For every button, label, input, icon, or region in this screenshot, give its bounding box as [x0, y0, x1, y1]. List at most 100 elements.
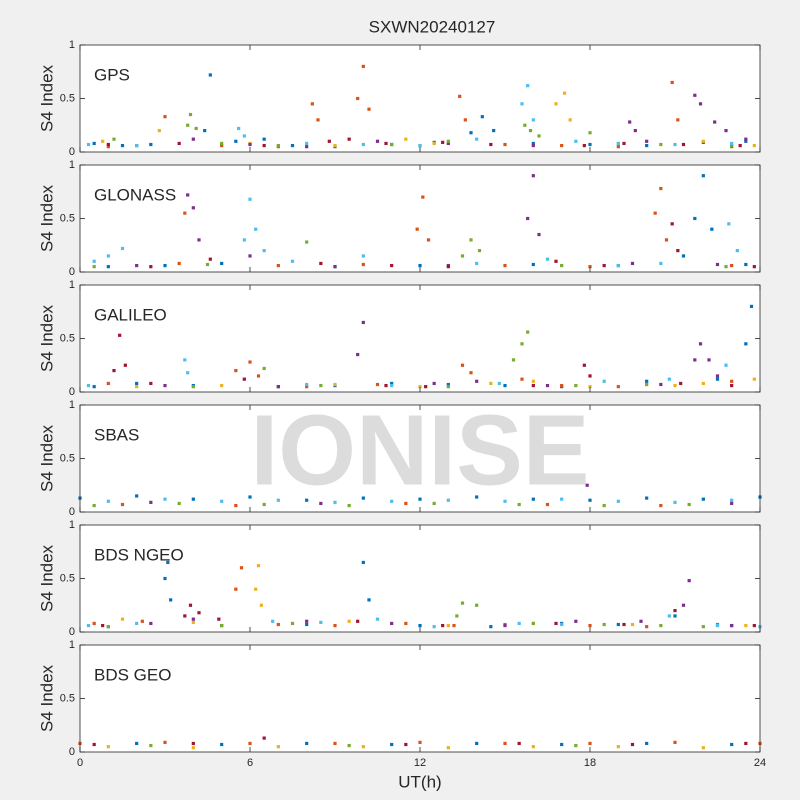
point: [333, 741, 337, 746]
point: [679, 381, 683, 386]
point: [698, 342, 703, 346]
point: [390, 621, 394, 626]
y-axis-label: S4 Index: [37, 64, 56, 132]
point: [384, 383, 388, 388]
point: [574, 383, 578, 388]
point: [446, 385, 450, 389]
point: [106, 254, 110, 258]
point: [248, 495, 252, 499]
y-tick-label: 0: [69, 506, 75, 518]
point: [520, 102, 524, 106]
point: [517, 741, 521, 746]
point: [186, 193, 190, 197]
point: [537, 134, 541, 138]
figure-title: SXWN20240127: [369, 17, 496, 36]
point: [220, 383, 224, 388]
point: [730, 263, 734, 268]
point: [681, 254, 686, 258]
point: [262, 366, 266, 371]
point: [730, 379, 734, 383]
point: [738, 143, 742, 148]
panel-label: GPS: [94, 65, 130, 84]
point: [149, 265, 153, 269]
point: [86, 142, 91, 147]
point: [432, 501, 436, 506]
point: [426, 238, 431, 242]
point: [390, 381, 394, 386]
point: [616, 145, 620, 149]
point: [517, 502, 521, 507]
point: [404, 742, 408, 747]
y-tick-label: 1: [69, 39, 75, 51]
point: [531, 379, 535, 383]
point: [645, 139, 649, 143]
point: [744, 137, 748, 141]
point: [480, 115, 484, 119]
point: [367, 598, 371, 602]
point: [239, 566, 244, 570]
point: [375, 382, 380, 387]
point: [276, 263, 280, 268]
point: [701, 174, 705, 178]
point: [356, 352, 360, 357]
point: [361, 745, 365, 749]
point: [191, 746, 195, 750]
point: [574, 139, 578, 143]
point: [106, 142, 110, 147]
point: [356, 96, 360, 101]
point: [475, 495, 479, 499]
point: [588, 374, 592, 378]
point: [217, 617, 221, 621]
point: [256, 564, 261, 568]
point: [333, 265, 337, 269]
point: [149, 743, 153, 748]
point: [602, 379, 606, 383]
point: [752, 143, 756, 148]
point: [310, 102, 314, 106]
point: [208, 73, 212, 77]
point: [327, 139, 331, 143]
point: [333, 623, 337, 628]
point: [418, 143, 422, 148]
y-axis-label: S4 Index: [37, 424, 56, 492]
point: [106, 745, 110, 749]
point: [531, 497, 535, 501]
point: [163, 383, 167, 388]
point: [693, 93, 697, 97]
point: [715, 623, 720, 628]
point: [560, 742, 564, 747]
point: [526, 84, 530, 88]
point: [475, 261, 479, 266]
point: [220, 623, 224, 628]
point: [197, 611, 201, 615]
point: [135, 621, 139, 626]
point: [404, 501, 408, 506]
point: [356, 619, 360, 623]
y-tick-label: 0.5: [60, 332, 75, 344]
point: [531, 383, 535, 388]
scatter-points: [92, 174, 756, 269]
point: [545, 383, 550, 388]
point: [319, 620, 323, 624]
panel-label: SBAS: [94, 425, 139, 444]
point: [248, 197, 252, 201]
point: [616, 745, 620, 749]
point: [191, 385, 195, 389]
point: [305, 145, 309, 149]
point: [727, 222, 731, 226]
point: [526, 216, 530, 221]
point: [120, 617, 125, 621]
point: [333, 500, 337, 504]
point: [713, 120, 717, 124]
point: [645, 741, 649, 746]
point: [670, 80, 674, 85]
point: [528, 129, 533, 133]
point: [588, 385, 592, 389]
axes-background: [80, 45, 760, 152]
point: [673, 500, 677, 504]
axes-background: [80, 165, 760, 272]
point: [390, 499, 394, 503]
point: [186, 123, 190, 127]
point: [664, 238, 669, 242]
